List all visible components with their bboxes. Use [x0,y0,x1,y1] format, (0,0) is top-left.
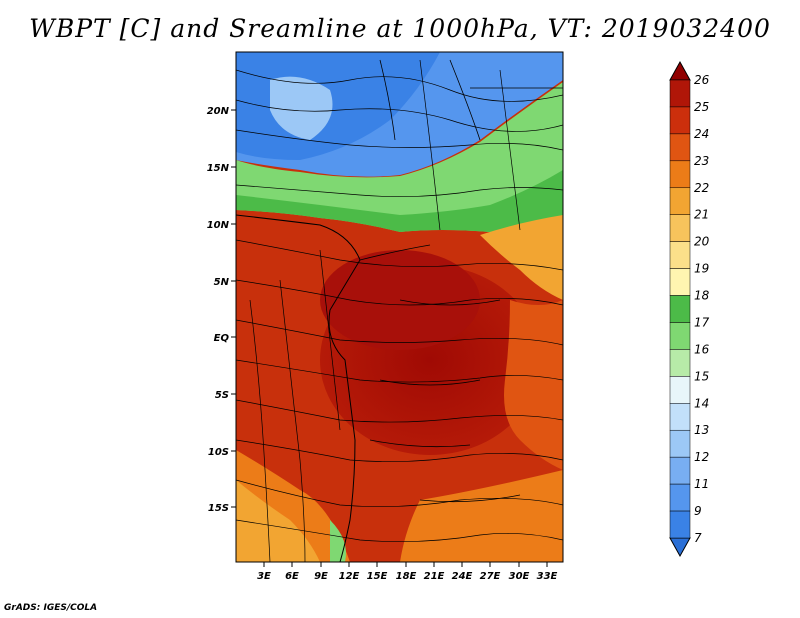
map-title: WBPT [C] and Sreamline at 1000hPa, VT: 2… [29,14,771,43]
colorbar-label: 11 [694,477,709,491]
colorbar-segment [669,483,691,512]
lat-label: 5N [214,277,230,288]
colorbar-label: 24 [694,127,709,141]
colorbar-segment [669,241,691,269]
colorbar-segment [669,429,691,458]
lon-label: 33E [537,571,558,582]
colorbar-segment [669,133,691,162]
credit-label: GrADS: IGES/COLA [4,603,98,613]
colorbar-label: 19 [694,262,709,276]
colorbar-label: 16 [694,342,710,356]
borders [359,59,563,503]
lon-label: 3E [257,571,271,582]
colorbar-segment [669,106,691,135]
coastline [236,214,361,562]
lat-label: 20N [207,106,230,117]
east-highlands [504,300,563,470]
colorbar-label: 18 [694,289,710,303]
cool-patch [270,76,333,140]
lat-label: EQ [214,333,230,344]
lon-label: 21E [424,571,445,582]
colorbar-segment [669,456,691,485]
colorbar-segments [669,79,691,539]
lat-label: 15S [208,503,229,514]
colorbar-segment [669,268,691,296]
lat-label: 15N [207,163,230,174]
south-green-patch [330,520,346,562]
colorbar-label: 14 [694,396,709,410]
colorbar-segment [669,187,691,215]
colorbar-label: 20 [694,235,710,249]
lon-label: 30E [509,571,530,582]
lon-label: 12E [339,571,360,582]
lat-axis: 20N 15N 10N 5N EQ 5S 10S 15S [207,106,236,514]
streamlines [236,59,563,562]
colorbar-label: 17 [694,315,710,329]
lon-label: 24E [452,571,473,582]
colorbar-segment [669,349,691,377]
southeast-warm [400,470,563,562]
colorbar-segment [669,79,691,108]
green-band [236,82,563,232]
green-band-dark [236,170,563,232]
colorbar-segment [669,376,691,404]
colorbar-segment [669,403,691,431]
colorbar-segment [669,510,691,539]
colorbar-bottom-arrow [669,537,691,558]
colorbar-segment [669,295,691,323]
colorbar-label: 9 [694,504,702,518]
lon-axis: 3E 6E 9E 12E 15E 18E 21E 24E 27E 30E 33E [257,562,558,582]
colorbar-labels: 7 9 11 12 13 14 15 16 17 18 19 20 21 22 23 24 25 26 [694,73,710,545]
colorbar-label: 13 [694,423,709,437]
colorbar-top-arrow [669,60,691,81]
lat-label: 10N [207,220,230,231]
colorbar-label: 12 [694,450,709,464]
colorbar-segment [669,160,691,189]
lat-label: 5S [215,390,229,401]
colorbar-label: 26 [694,73,710,87]
lon-label: 9E [314,571,328,582]
colorbar-label: 25 [694,100,709,114]
map-frame [235,51,564,563]
southwest-orange [236,480,320,562]
colorbar-label: 21 [694,208,709,222]
colorbar-label: 22 [694,181,709,195]
colorbar-label: 23 [694,154,709,168]
colorbar-segment [669,214,691,242]
lon-label: 27E [480,571,501,582]
colorbar-segment [669,322,691,350]
colorbar-label: 7 [694,531,702,545]
colorbar-label: 15 [694,369,709,383]
lat-label: 10S [208,447,229,458]
east-warm [480,215,563,300]
lon-label: 6E [285,571,299,582]
lon-label: 15E [367,571,388,582]
lon-label: 18E [396,571,417,582]
wbpt-field [236,52,563,562]
colorbar: 7 9 11 12 13 14 15 16 17 18 19 20 21 22 23 24 25 26 [669,60,710,558]
